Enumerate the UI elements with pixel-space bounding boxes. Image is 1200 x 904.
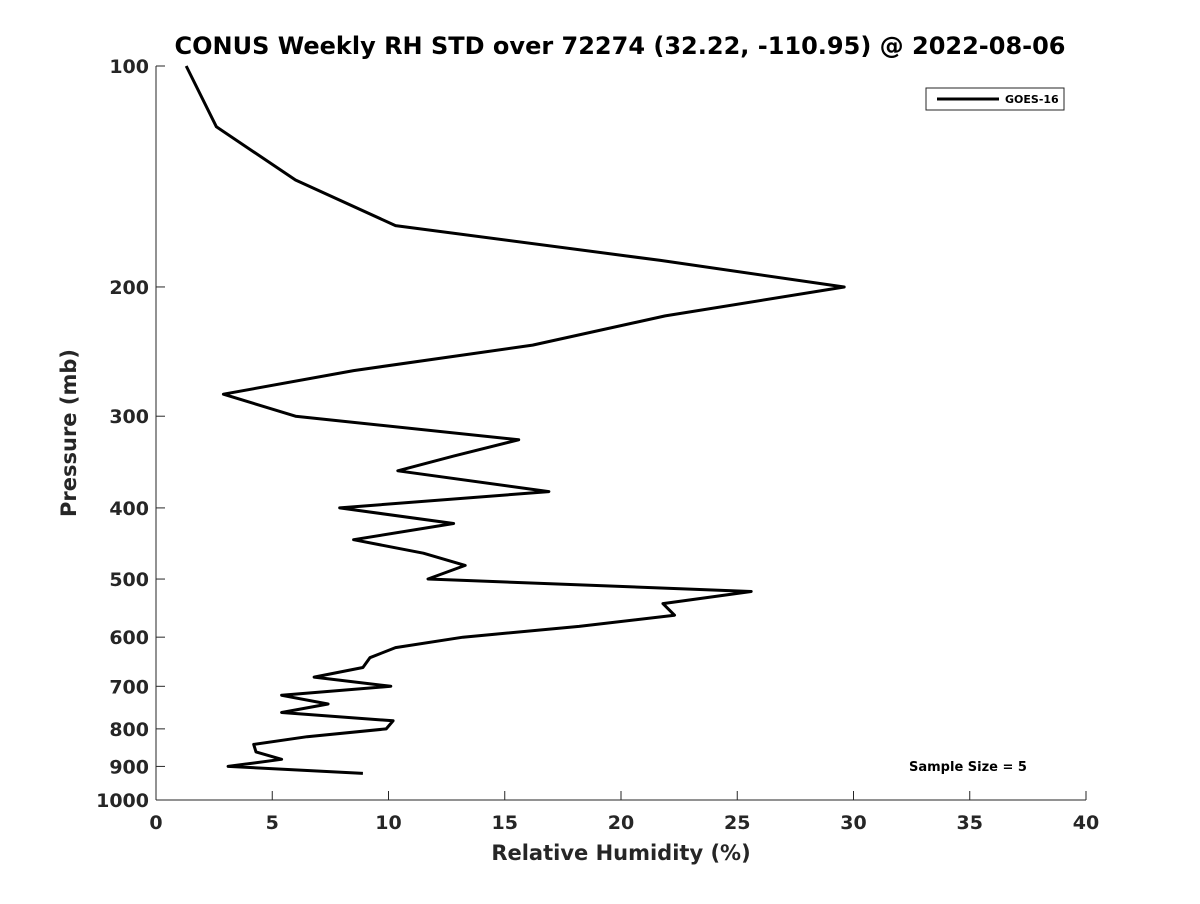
y-tick-label-400: 400 (109, 498, 149, 520)
x-tick-label-0: 0 (149, 812, 162, 834)
series-line-goes-16 (184, 65, 846, 775)
y-tick-label-600: 600 (109, 627, 149, 649)
y-tick-label-100: 100 (109, 56, 149, 78)
y-axis-label: Pressure (mb) (57, 349, 81, 517)
y-tick-label-200: 200 (109, 277, 149, 299)
x-tick-label-20: 20 (608, 812, 634, 834)
legend-label-goes-16: GOES-16 (1005, 93, 1059, 106)
x-ticks: 0 5 10 15 20 25 30 35 40 (149, 791, 1099, 834)
x-axis-label: Relative Humidity (%) (491, 841, 750, 865)
y-tick-label-1000: 1000 (96, 790, 149, 812)
y-tick-label-300: 300 (109, 406, 149, 428)
legend: GOES-16 (925, 87, 1065, 111)
x-tick-label-25: 25 (724, 812, 750, 834)
y-tick-label-900: 900 (109, 756, 149, 778)
x-tick-label-10: 10 (375, 812, 401, 834)
x-tick-label-35: 35 (957, 812, 983, 834)
x-tick-label-5: 5 (266, 812, 279, 834)
chart-title: CONUS Weekly RH STD over 72274 (32.22, -… (174, 32, 1065, 60)
x-tick-label-30: 30 (840, 812, 866, 834)
sample-size-annotation: Sample Size = 5 (909, 760, 1027, 775)
y-tick-label-500: 500 (109, 569, 149, 591)
y-ticks: 100 200 300 400 500 600 700 800 900 1000 (96, 56, 165, 812)
series-layer (184, 65, 846, 775)
y-tick-label-700: 700 (109, 676, 149, 698)
x-tick-label-40: 40 (1073, 812, 1099, 834)
x-tick-label-15: 15 (492, 812, 518, 834)
y-tick-label-800: 800 (109, 719, 149, 741)
